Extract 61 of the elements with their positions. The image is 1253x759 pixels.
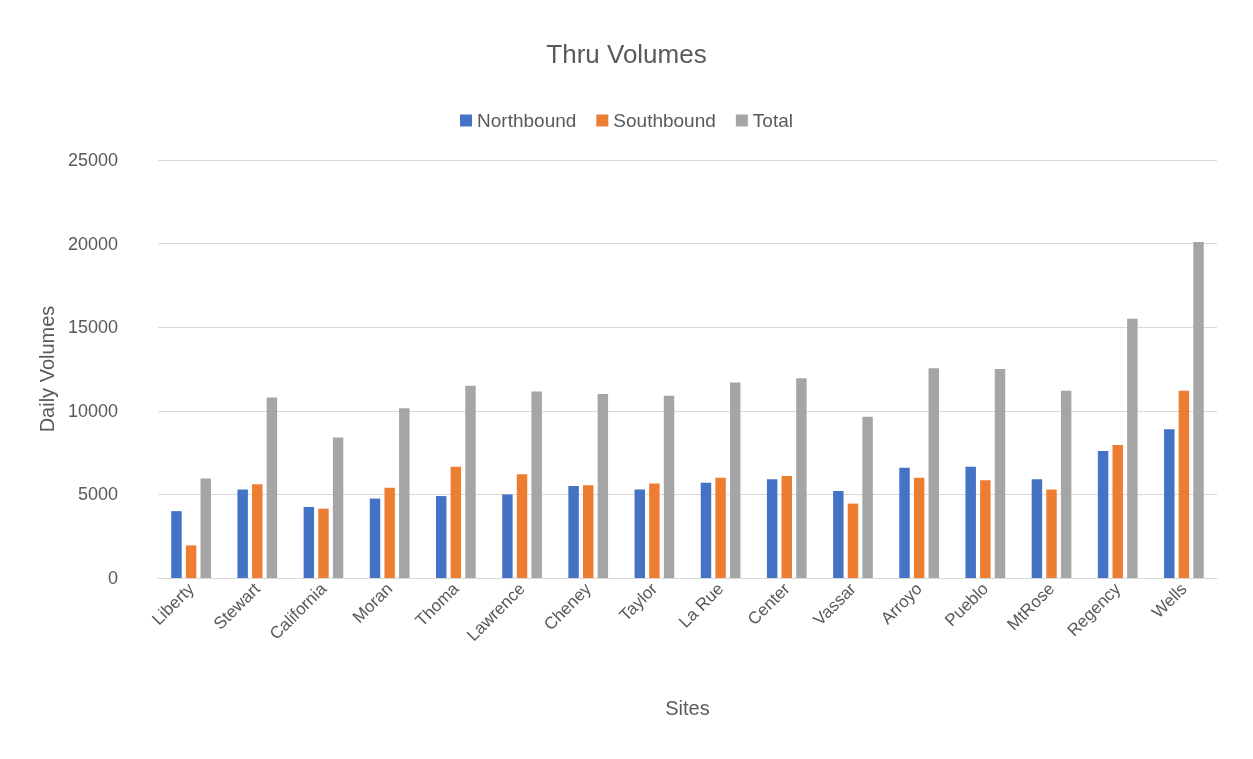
bar <box>303 506 315 578</box>
bar <box>1193 241 1204 578</box>
legend-label: Northbound <box>477 110 577 131</box>
bar <box>435 496 447 578</box>
bar <box>568 486 579 578</box>
x-tick-label: La Rue <box>675 579 728 632</box>
bar <box>928 368 940 578</box>
bar <box>833 491 844 578</box>
bar <box>965 466 976 578</box>
bar <box>1046 489 1057 578</box>
bar <box>399 408 410 578</box>
bar <box>318 508 329 578</box>
bar <box>663 395 675 578</box>
legend-label: Southbound <box>613 110 716 131</box>
y-axis-title: Daily Volumes <box>36 305 59 433</box>
bar <box>369 498 381 578</box>
bar <box>1127 318 1138 578</box>
bar <box>1097 450 1109 578</box>
bar <box>502 494 513 578</box>
bar <box>384 487 395 578</box>
bar <box>237 489 248 578</box>
bar <box>516 474 528 578</box>
bar <box>649 483 660 578</box>
bar <box>332 437 344 578</box>
legend-label: Total <box>752 110 793 131</box>
bar <box>450 466 462 578</box>
x-axis-title: Sites <box>665 697 710 719</box>
bar <box>200 478 211 578</box>
bar <box>1031 479 1043 578</box>
y-tick-label: 5000 <box>77 484 118 505</box>
y-tick-label: 0 <box>107 568 118 588</box>
bar <box>913 477 925 578</box>
bar <box>862 416 873 578</box>
bar <box>1060 390 1072 578</box>
bar <box>781 476 793 578</box>
bar <box>1112 445 1123 578</box>
bar <box>980 480 991 578</box>
bar <box>715 477 726 578</box>
bar <box>847 503 859 578</box>
bar <box>266 397 278 578</box>
bar <box>1164 429 1175 578</box>
bar <box>994 369 1006 578</box>
chart-title: Thru Volumes <box>546 39 707 69</box>
bar <box>171 511 182 578</box>
bar <box>766 479 778 578</box>
bar <box>634 489 645 578</box>
bar <box>597 394 609 578</box>
bar <box>700 482 712 578</box>
bar <box>730 382 741 578</box>
y-tick-label: 25000 <box>67 150 118 170</box>
bar <box>185 545 197 578</box>
bar <box>1178 390 1190 578</box>
bar <box>582 485 594 578</box>
bar <box>465 385 476 578</box>
y-tick-label: 20000 <box>67 233 118 254</box>
bar <box>252 484 263 578</box>
bar <box>899 467 910 578</box>
y-tick-label: 15000 <box>67 317 118 338</box>
bar <box>796 378 807 578</box>
bar <box>531 391 542 578</box>
y-tick-label: 10000 <box>67 400 118 421</box>
